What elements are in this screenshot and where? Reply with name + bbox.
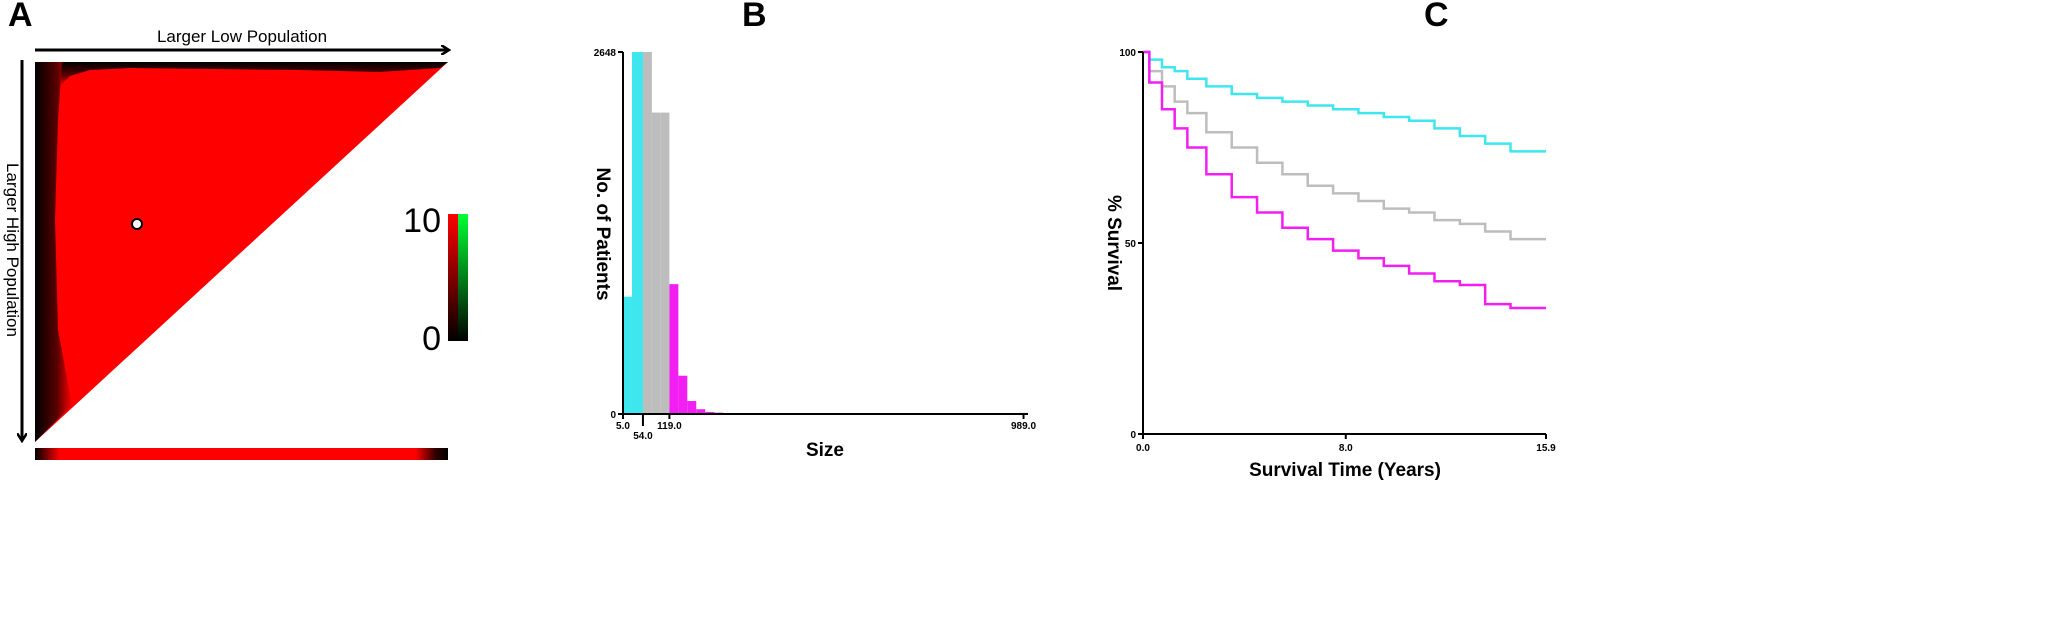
histogram-bar [642,52,652,414]
histogram-bar [651,112,661,414]
histogram-ticks: 0 2648 5.054.0 119.0 989.0 [594,48,1037,442]
y-tick-label: 0 [610,410,616,421]
survival-curves [1143,50,1546,310]
histogram-bar [669,284,679,414]
survival-curve-magenta [1143,50,1546,310]
panel-letter-b: B [742,0,767,34]
y-tick-label: 50 [1125,239,1137,250]
histogram-bar [696,409,706,414]
histogram-bar [631,52,643,414]
histogram-y-label: No. of Patients [592,167,613,300]
heatmap-panel: Larger Low Population Larger High Popula… [3,27,468,460]
survival-x-label: Survival Time (Years) [1249,460,1441,481]
x-tick-label: 54.0 [633,431,653,442]
x-tick-label: 0.0 [1136,443,1150,454]
y-tick-label: 100 [1119,48,1136,59]
heatmap-left-shade [35,62,72,442]
panel-letter-a: A [8,0,33,34]
survival-curve-cyan [1143,50,1546,153]
histogram-x-label: Size [806,440,844,461]
heatmap-top-shade [35,62,448,86]
panel-letter-c: C [1424,0,1449,34]
histogram-bar [660,112,670,414]
histogram-bar [678,375,688,414]
x-tick-label: 5.0 [616,421,630,432]
heatmap-triangle [35,62,448,442]
colorbar-min-label: 0 [422,320,441,358]
x-tick-label: 119.0 [657,421,682,432]
histogram-bars [623,52,1028,415]
survival-curve-grey [1143,50,1546,241]
histogram-bar [623,296,632,414]
heatmap-x-label: Larger Low Population [157,27,327,46]
histogram-bar [687,401,697,414]
survival-panel: 0 50 100 0.0 8.0 15.9 % Survival Survival Tim… [1103,48,1556,481]
y-tick-label: 0 [1130,430,1136,441]
heatmap-y-label: Larger High Population [3,163,22,337]
survival-y-label: % Survival [1103,195,1124,291]
colorbar-max-label: 10 [403,202,441,240]
colorbar-green [458,214,468,341]
histogram-panel: 0 2648 5.054.0 119.0 989.0 No. of Patients S… [592,48,1036,461]
survival-ticks: 0 50 100 0.0 8.0 15.9 [1119,48,1556,454]
x-tick-label: 15.9 [1536,443,1556,454]
heatmap-bottom-strip [35,448,448,460]
heatmap-marker [131,218,143,230]
x-tick-label: 8.0 [1339,443,1353,454]
x-tick-label: 989.0 [1011,421,1036,432]
y-tick-label: 2648 [594,48,617,59]
histogram-bar [705,411,715,414]
colorbar-red [448,214,458,341]
colorbar: 10 0 [403,202,468,358]
